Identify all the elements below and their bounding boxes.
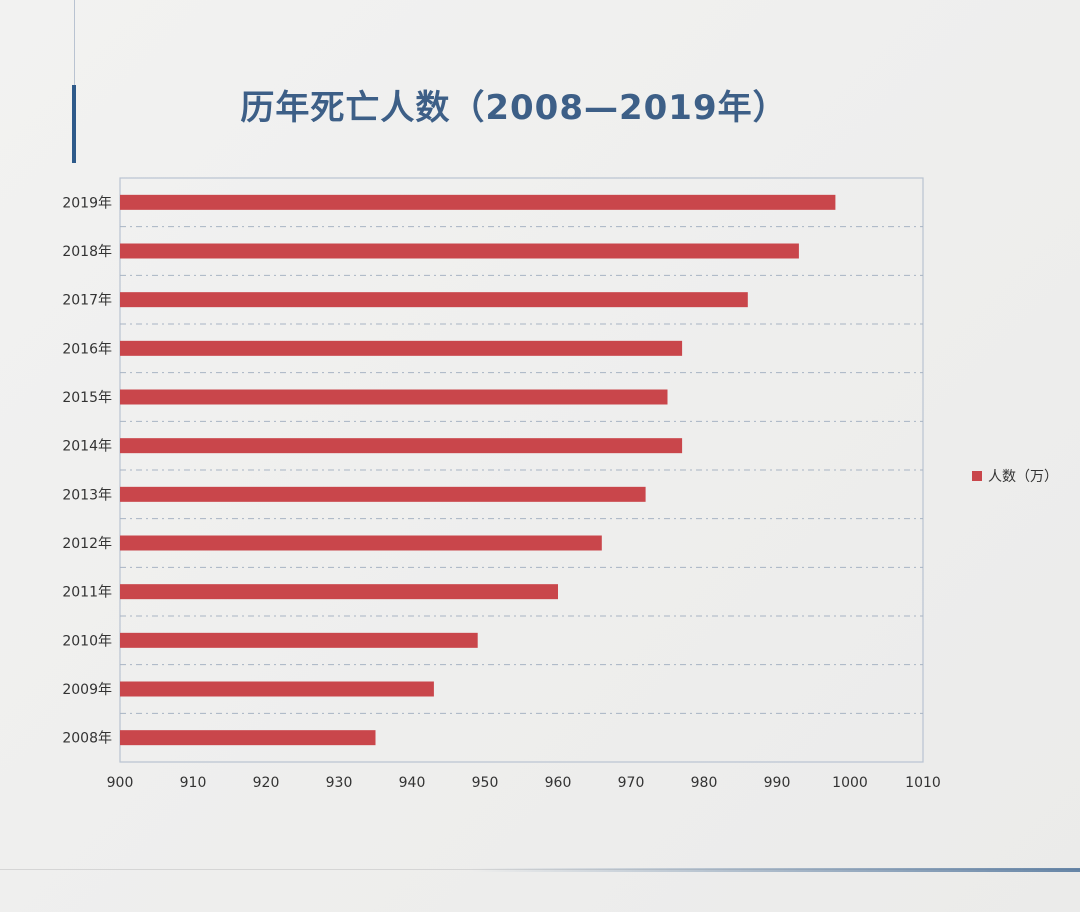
x-tick-label: 1000 (832, 775, 868, 791)
bar-2009年 (120, 681, 434, 697)
y-tick-label: 2008年 (62, 731, 112, 747)
x-tick-label: 980 (691, 775, 718, 791)
bar-2018年 (120, 243, 799, 259)
x-tick-label: 920 (253, 775, 280, 791)
y-tick-label: 2013年 (62, 487, 112, 503)
x-tick-label: 900 (107, 775, 134, 791)
x-tick-label: 930 (326, 775, 353, 791)
bar-2016年 (120, 340, 683, 356)
x-tick-label: 990 (764, 775, 791, 791)
bar-2008年 (120, 730, 376, 746)
legend-label: 人数（万） (988, 469, 1058, 485)
bar-2012年 (120, 535, 602, 551)
y-tick-label: 2011年 (62, 585, 112, 601)
bar-2013年 (120, 486, 646, 502)
decorative-horizontal-bar (470, 868, 1080, 872)
bar-2017年 (120, 292, 748, 308)
bar-2011年 (120, 584, 558, 600)
legend: 人数（万） (972, 466, 1058, 486)
y-tick-label: 2016年 (62, 341, 112, 357)
y-tick-label: 2010年 (62, 633, 112, 649)
x-tick-label: 910 (180, 775, 207, 791)
x-tick-label: 940 (399, 775, 426, 791)
decorative-vertical-line (74, 0, 75, 85)
x-tick-label: 1010 (905, 775, 941, 791)
y-tick-label: 2019年 (62, 195, 112, 211)
bar-2019年 (120, 194, 836, 210)
bar-2010年 (120, 632, 478, 648)
x-tick-label: 970 (618, 775, 645, 791)
legend-swatch (972, 471, 982, 481)
bar-2015年 (120, 389, 668, 405)
x-tick-label: 960 (545, 775, 572, 791)
y-tick-label: 2014年 (62, 439, 112, 455)
chart-title: 历年死亡人数（2008—2019年） (240, 88, 788, 128)
y-tick-label: 2012年 (62, 536, 112, 552)
y-tick-label: 2017年 (62, 293, 112, 309)
y-tick-label: 2015年 (62, 390, 112, 406)
y-tick-label: 2018年 (62, 244, 112, 260)
decorative-vertical-bar (72, 85, 76, 163)
bar-2014年 (120, 438, 683, 454)
x-tick-label: 950 (472, 775, 499, 791)
y-tick-label: 2009年 (62, 682, 112, 698)
